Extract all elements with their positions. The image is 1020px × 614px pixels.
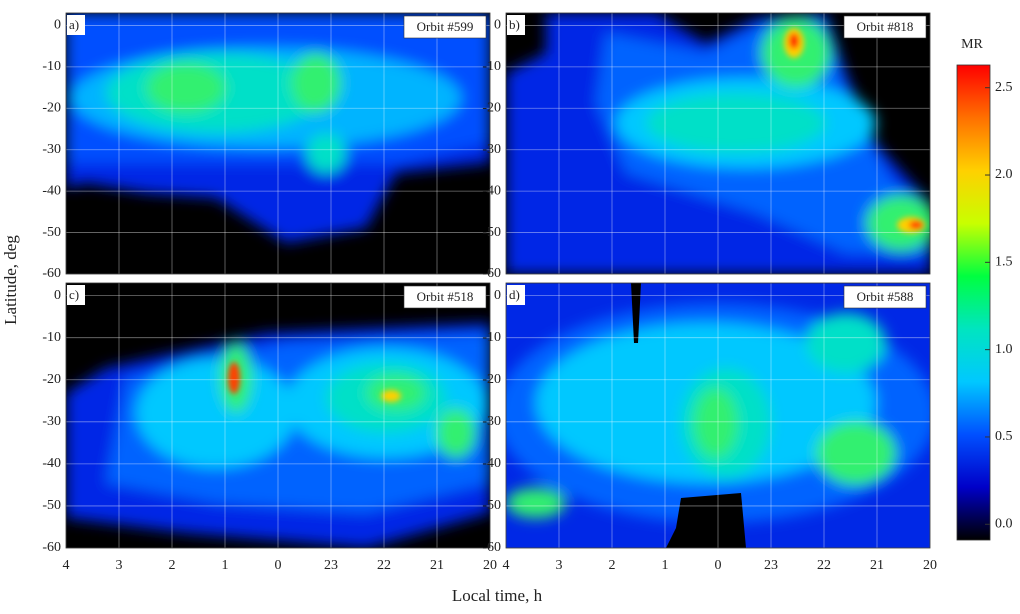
y-tick-label: -30 bbox=[482, 414, 501, 429]
panel-label: c) bbox=[69, 287, 79, 302]
colorbar-label: MR bbox=[961, 37, 983, 52]
x-tick-label: 23 bbox=[324, 558, 338, 573]
x-tick-label: 3 bbox=[116, 558, 123, 573]
y-tick-label: -30 bbox=[42, 414, 61, 429]
y-tick-label: -30 bbox=[42, 142, 61, 157]
x-tick-label: 4 bbox=[63, 558, 70, 573]
x-tick-label: 22 bbox=[377, 558, 391, 573]
panel-label: b) bbox=[509, 17, 520, 32]
panel-a bbox=[66, 13, 490, 274]
y-tick-label: -40 bbox=[42, 456, 61, 471]
colorbar-tick-label: 0.5 bbox=[995, 429, 1013, 444]
colorbar-tick-label: 1.5 bbox=[995, 255, 1013, 270]
y-tick-label: -20 bbox=[482, 101, 501, 116]
label-box bbox=[67, 15, 85, 35]
y-axis-label: Latitude, deg bbox=[1, 235, 20, 325]
x-tick-label: 2 bbox=[609, 558, 616, 573]
y-tick-label: 0 bbox=[54, 18, 61, 33]
label-box bbox=[507, 15, 525, 35]
colorbar-tick-label: 2.0 bbox=[995, 167, 1013, 182]
y-tick-label: -20 bbox=[482, 372, 501, 387]
y-tick-label: -10 bbox=[482, 330, 501, 345]
x-tick-label: 2 bbox=[169, 558, 176, 573]
x-tick-label: 20 bbox=[483, 558, 497, 573]
panel-annotation: Orbit #588 bbox=[857, 289, 914, 304]
annotation-box bbox=[403, 15, 487, 39]
panel-frame bbox=[65, 12, 491, 275]
annotation-box bbox=[403, 285, 487, 309]
y-tick-label: -10 bbox=[482, 59, 501, 74]
panel-annotation: Orbit #518 bbox=[417, 289, 474, 304]
y-tick-label: -60 bbox=[482, 266, 501, 281]
panel-annotation: Orbit #599 bbox=[417, 19, 474, 34]
y-tick-label: -20 bbox=[42, 372, 61, 387]
y-tick-label: -10 bbox=[42, 330, 61, 345]
x-tick-label: 0 bbox=[715, 558, 722, 573]
panel-c bbox=[66, 283, 490, 548]
x-tick-label: 21 bbox=[870, 558, 884, 573]
x-tick-label: 22 bbox=[817, 558, 831, 573]
panel-label: d) bbox=[509, 287, 520, 302]
panel-frame bbox=[65, 282, 491, 549]
x-tick-label: 3 bbox=[556, 558, 563, 573]
y-tick-label: -20 bbox=[42, 101, 61, 116]
colorbar-tick-label: 0.0 bbox=[995, 517, 1013, 532]
y-tick-label: -40 bbox=[482, 456, 501, 471]
panel-annotation: Orbit #818 bbox=[857, 19, 914, 34]
y-tick-label: -10 bbox=[42, 59, 61, 74]
panel-b bbox=[506, 13, 930, 274]
panel-frame bbox=[505, 282, 931, 549]
label-box bbox=[507, 285, 525, 305]
y-tick-label: -60 bbox=[42, 540, 61, 555]
y-tick-label: -50 bbox=[482, 225, 501, 240]
x-tick-label: 4 bbox=[503, 558, 510, 573]
y-tick-label: -40 bbox=[482, 183, 501, 198]
x-tick-label: 23 bbox=[764, 558, 778, 573]
x-tick-label: 21 bbox=[430, 558, 444, 573]
annotation-box bbox=[843, 15, 927, 39]
x-tick-label: 1 bbox=[662, 558, 669, 573]
annotation-box bbox=[843, 285, 927, 309]
colorbar-tick-label: 2.5 bbox=[995, 80, 1013, 95]
y-tick-label: -60 bbox=[482, 540, 501, 555]
label-box bbox=[67, 285, 85, 305]
y-tick-label: -30 bbox=[482, 142, 501, 157]
y-tick-label: -50 bbox=[482, 498, 501, 513]
y-tick-label: 0 bbox=[54, 288, 61, 303]
y-tick-label: 0 bbox=[494, 288, 501, 303]
x-tick-label: 0 bbox=[275, 558, 282, 573]
y-tick-label: -40 bbox=[42, 183, 61, 198]
y-tick-label: -60 bbox=[42, 266, 61, 281]
colorbar-tick-label: 1.0 bbox=[995, 342, 1013, 357]
y-tick-label: -50 bbox=[42, 498, 61, 513]
x-axis-label: Local time, h bbox=[452, 586, 543, 605]
panel-d bbox=[506, 283, 930, 548]
panel-label: a) bbox=[69, 17, 79, 32]
panel-frame bbox=[505, 12, 931, 275]
grid-group bbox=[65, 283, 491, 549]
x-tick-label: 20 bbox=[923, 558, 937, 573]
y-tick-label: -50 bbox=[42, 225, 61, 240]
x-tick-label: 1 bbox=[222, 558, 229, 573]
colorbar bbox=[956, 64, 991, 541]
y-tick-label: 0 bbox=[494, 18, 501, 33]
